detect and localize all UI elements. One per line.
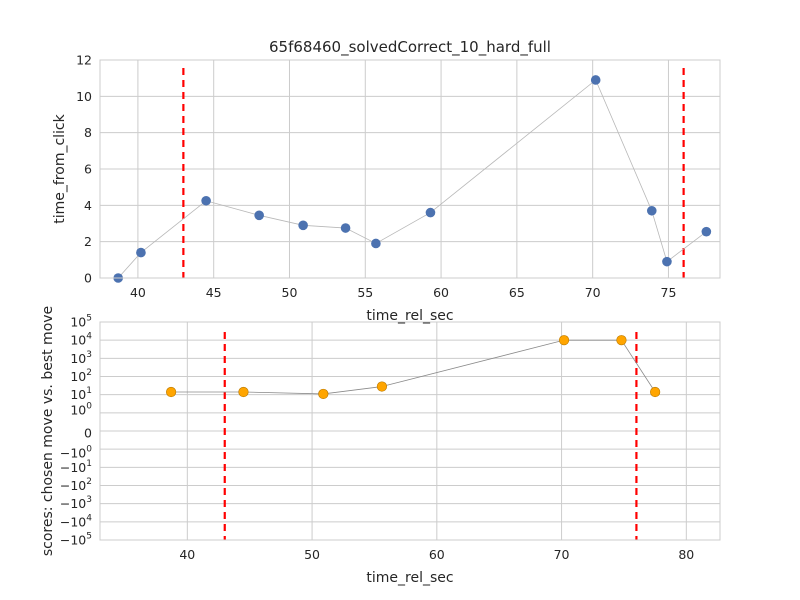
data-point — [590, 75, 601, 85]
top-y-axis-label: time_from_click — [52, 113, 68, 223]
data-point — [662, 256, 672, 267]
y-tick-label: 8 — [84, 125, 92, 140]
bottom-series-line — [171, 339, 656, 395]
data-point — [318, 388, 329, 400]
x-tick-label: 65 — [509, 285, 525, 300]
x-tick-label: 60 — [433, 285, 449, 300]
y-tick-label: 6 — [84, 162, 92, 177]
data-point — [650, 386, 661, 398]
y-tick-label: 4 — [84, 198, 92, 213]
data-point — [616, 335, 627, 346]
y-tick-label: 100 — [70, 401, 92, 417]
y-tick-label: 2 — [84, 234, 92, 249]
bottom-x-axis-label: time_rel_sec — [366, 570, 453, 586]
bottom-reference-lines — [223, 332, 638, 540]
top-series-line — [117, 79, 707, 279]
data-point — [425, 207, 436, 218]
y-tick-label: 0 — [84, 426, 92, 441]
y-tick-label: 102 — [70, 368, 92, 384]
y-tick-label: 10 — [76, 89, 92, 104]
top-chart-title: 65f68460_solvedCorrect_10_hard_full — [269, 38, 551, 57]
x-tick-label: 80 — [678, 547, 694, 562]
x-tick-label: 60 — [429, 547, 445, 562]
x-tick-label: 50 — [304, 547, 320, 562]
x-tick-label: 50 — [282, 285, 298, 300]
data-point — [371, 238, 381, 249]
top-x-tick-labels: 40 45 50 55 60 65 70 75 — [130, 285, 676, 300]
y-tick-label: −100 — [60, 445, 92, 461]
data-point — [376, 381, 388, 392]
x-tick-label: 40 — [179, 547, 195, 562]
data-point — [136, 247, 146, 258]
top-axes-frame — [99, 59, 721, 279]
data-point — [701, 226, 712, 237]
top-x-axis-label: time_rel_sec — [366, 308, 453, 324]
y-tick-label: 0 — [84, 271, 92, 286]
y-tick-label: −102 — [60, 477, 92, 493]
bottom-axes-frame — [99, 321, 721, 541]
top-grid — [100, 59, 720, 279]
y-tick-label: −105 — [60, 532, 92, 548]
y-tick-label: −103 — [60, 495, 92, 511]
y-tick-label: 12 — [76, 53, 92, 68]
y-tick-label: 104 — [70, 332, 92, 348]
series-line — [117, 79, 707, 279]
top-reference-lines — [182, 68, 685, 278]
bottom-series-points — [166, 335, 661, 400]
data-point — [298, 220, 308, 231]
data-point — [238, 386, 249, 398]
data-point — [646, 205, 657, 216]
y-tick-label: 103 — [70, 350, 92, 366]
y-tick-label: −101 — [60, 459, 92, 475]
bottom-y-axis-label: scores: chosen move vs. best move — [40, 306, 56, 556]
series-line — [171, 339, 656, 395]
top-axes: 40 45 50 55 60 65 70 75 0 2 4 6 8 10 12 65f68460_solv… — [52, 38, 721, 324]
bottom-x-tick-labels: 40 50 60 70 80 — [179, 547, 694, 562]
data-point — [340, 223, 351, 233]
x-tick-label: 75 — [661, 285, 677, 300]
y-tick-label: 101 — [70, 386, 92, 402]
x-tick-label: 45 — [206, 285, 222, 300]
data-point — [558, 335, 570, 346]
top-y-tick-labels: 0 2 4 6 8 10 12 — [76, 53, 92, 286]
data-point — [166, 386, 177, 398]
x-tick-label: 55 — [357, 285, 373, 300]
x-tick-label: 70 — [585, 285, 601, 300]
y-tick-label: 105 — [70, 314, 92, 330]
data-point — [254, 210, 264, 221]
top-series-points — [113, 75, 712, 283]
bottom-grid — [100, 321, 720, 541]
x-tick-label: 70 — [554, 547, 570, 562]
x-tick-label: 40 — [130, 285, 146, 300]
data-point — [201, 195, 211, 206]
y-tick-label: −104 — [60, 513, 92, 529]
